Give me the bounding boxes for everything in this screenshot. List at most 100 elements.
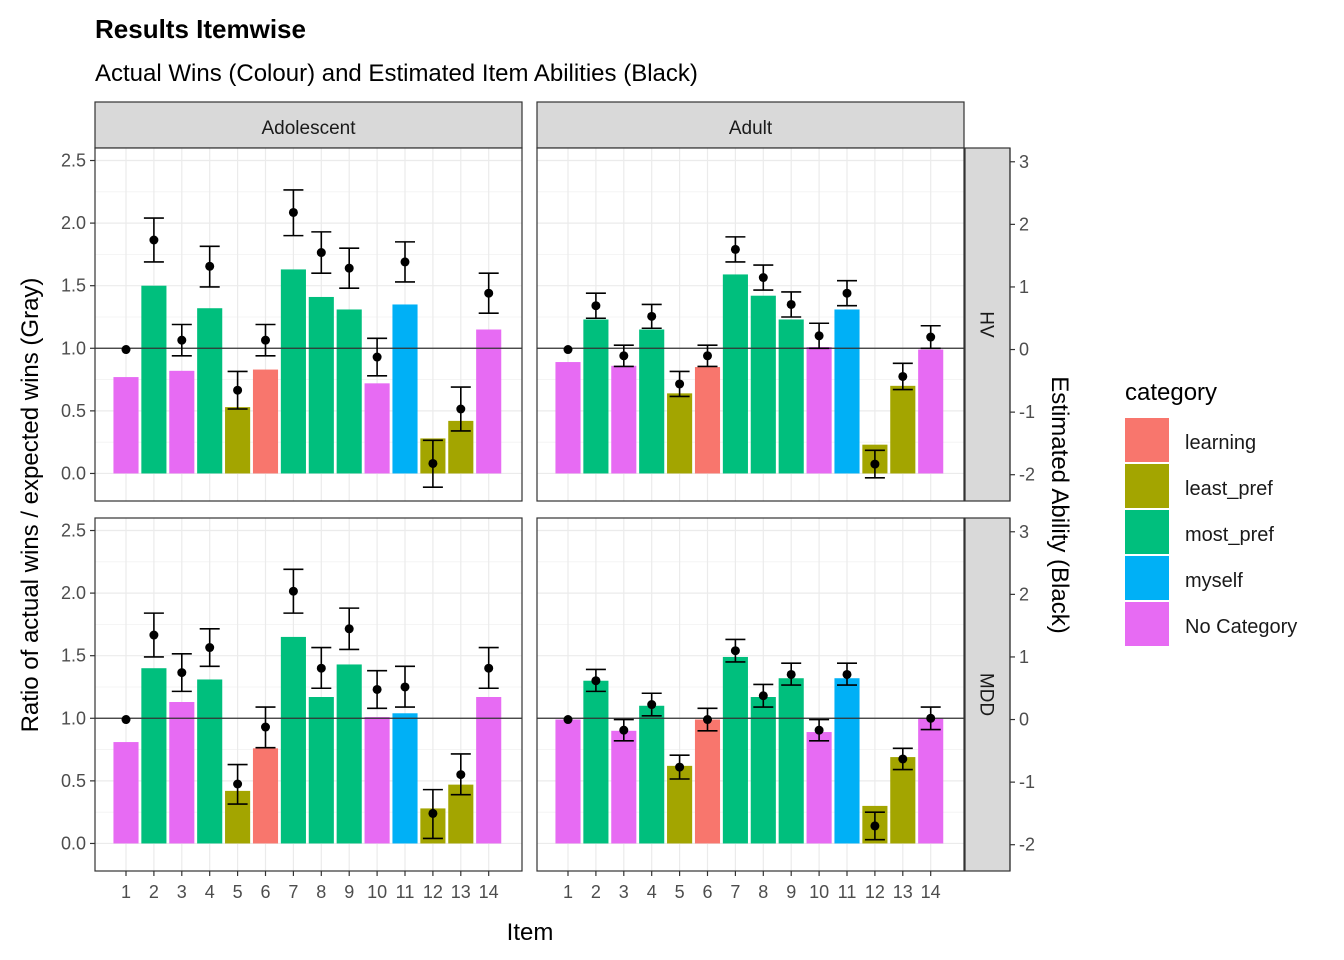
- y-tick-label: 0.5: [61, 771, 86, 791]
- ability-point-hv-adolescent-item-7: [288, 207, 298, 217]
- x-tick-label: 4: [205, 882, 215, 902]
- ability-point-mdd-adolescent-item-7: [288, 586, 298, 596]
- legend-label-no-category: No Category: [1185, 616, 1297, 638]
- ability-point-hv-adolescent-item-12: [428, 458, 438, 468]
- ability-point-mdd-adolescent-item-11: [400, 682, 410, 692]
- legend-label-learning: learning: [1185, 432, 1256, 454]
- ability-point-hv-adult-item-7: [730, 244, 740, 254]
- ability-point-hv-adolescent-item-13: [456, 404, 466, 414]
- x-tick-label: 14: [479, 882, 499, 902]
- ability-point-mdd-adult-item-8: [758, 691, 768, 701]
- ability-point-mdd-adult-item-14: [926, 713, 936, 723]
- bar-hv-adult-item-6: [694, 367, 721, 474]
- bar-mdd-adolescent-item-7: [280, 636, 306, 844]
- x-tick-label: 9: [344, 882, 354, 902]
- facet-label-adolescent: Adolescent: [261, 118, 356, 139]
- ability-point-mdd-adult-item-12: [870, 821, 880, 831]
- facet-label-adult: Adult: [729, 118, 773, 139]
- ability-point-mdd-adult-item-5: [675, 762, 685, 772]
- legend-swatch-no-category: [1125, 602, 1169, 646]
- x-tick-label: 1: [121, 882, 131, 902]
- panel-border-hv-adolescent: [94, 147, 523, 502]
- ability-point-mdd-adult-item-10: [814, 725, 824, 735]
- y-axis-label: Ratio of actual wins / expected wins (Gr…: [17, 278, 44, 733]
- bar-hv-adolescent-item-1: [113, 377, 139, 474]
- bar-mdd-adult-item-13: [890, 757, 916, 844]
- x-tick-label: 3: [619, 882, 629, 902]
- bar-hv-adult-item-8: [750, 295, 776, 474]
- facet-strip-mdd: [964, 517, 1011, 872]
- bar-hv-adult-item-14: [918, 349, 944, 474]
- y2-tick-label: 3: [1019, 522, 1029, 542]
- y2-tick-label: 2: [1019, 584, 1029, 604]
- bar-mdd-adult-item-11: [834, 678, 860, 844]
- bar-hv-adolescent-item-10: [364, 383, 390, 474]
- bar-mdd-adolescent-item-2: [141, 668, 167, 844]
- bar-hv-adolescent-item-6: [252, 369, 279, 474]
- bar-mdd-adult-item-8: [750, 697, 776, 844]
- bar-mdd-adult-item-9: [778, 678, 804, 844]
- ability-point-hv-adult-item-1: [563, 345, 573, 355]
- x-tick-label: 2: [591, 882, 601, 902]
- bar-hv-adult-item-11: [834, 309, 860, 474]
- y-tick-label: 1.0: [61, 338, 86, 358]
- x-tick-label: 9: [786, 882, 796, 902]
- ability-point-mdd-adult-item-11: [842, 669, 852, 679]
- bar-hv-adolescent-item-5: [225, 407, 251, 474]
- ability-point-mdd-adult-item-7: [730, 646, 740, 656]
- legend-label-most-pref: most_pref: [1185, 524, 1274, 546]
- bar-mdd-adult-item-14: [918, 718, 944, 844]
- bar-hv-adult-item-10: [806, 347, 832, 474]
- x-tick-label: 12: [865, 882, 885, 902]
- facet-strip-adolescent: [94, 101, 523, 149]
- ability-point-mdd-adolescent-item-8: [316, 663, 326, 673]
- y2-tick-label: -1: [1019, 402, 1035, 422]
- ability-point-hv-adult-item-12: [870, 459, 880, 469]
- bar-mdd-adolescent-item-4: [197, 679, 223, 844]
- ability-point-mdd-adult-item-13: [898, 754, 908, 764]
- bar-mdd-adult-item-1: [555, 719, 581, 844]
- ability-point-mdd-adolescent-item-1: [121, 715, 131, 725]
- x-tick-label: 8: [758, 882, 768, 902]
- bar-mdd-adolescent-item-14: [476, 697, 502, 844]
- ability-point-hv-adult-item-11: [842, 288, 852, 298]
- ability-point-hv-adolescent-item-14: [484, 288, 494, 298]
- x-tick-label: 5: [233, 882, 243, 902]
- legend-title: category: [1125, 379, 1217, 406]
- ability-point-mdd-adolescent-item-9: [344, 624, 354, 634]
- x-tick-label: 1: [563, 882, 573, 902]
- x-tick-label: 6: [702, 882, 712, 902]
- bar-mdd-adult-item-4: [639, 705, 665, 844]
- ability-point-mdd-adult-item-2: [591, 676, 601, 686]
- ability-point-mdd-adolescent-item-14: [484, 663, 494, 673]
- ability-point-hv-adult-item-3: [619, 351, 629, 361]
- bar-hv-adult-item-1: [555, 362, 581, 474]
- legend-label-myself: myself: [1185, 570, 1243, 592]
- bar-mdd-adult-item-2: [583, 680, 609, 844]
- x-tick-label: 14: [921, 882, 941, 902]
- bar-hv-adult-item-2: [583, 319, 609, 474]
- ability-point-mdd-adolescent-item-4: [205, 643, 215, 653]
- bar-mdd-adolescent-item-1: [113, 742, 139, 844]
- ability-point-mdd-adolescent-item-5: [233, 779, 243, 789]
- ability-point-mdd-adolescent-item-10: [372, 684, 382, 694]
- bar-mdd-adult-item-3: [611, 730, 637, 844]
- ability-point-mdd-adult-item-1: [563, 715, 573, 725]
- y2-tick-label: 3: [1019, 152, 1029, 172]
- x-tick-label: 4: [647, 882, 657, 902]
- bar-hv-adult-item-4: [639, 329, 665, 474]
- bar-hv-adolescent-item-14: [476, 329, 502, 474]
- x-tick-label: 7: [730, 882, 740, 902]
- bar-hv-adolescent-item-2: [141, 285, 167, 474]
- ability-point-hv-adult-item-14: [926, 332, 936, 342]
- ability-point-hv-adolescent-item-5: [233, 385, 243, 395]
- ability-point-hv-adolescent-item-4: [205, 261, 215, 271]
- y-tick-label: 1.5: [61, 276, 86, 296]
- x-tick-label: 7: [288, 882, 298, 902]
- x-tick-label: 11: [396, 882, 415, 902]
- ability-point-hv-adult-item-2: [591, 301, 601, 311]
- bar-mdd-adult-item-7: [722, 656, 748, 844]
- ability-point-mdd-adolescent-item-3: [177, 668, 187, 678]
- panel-border-mdd-adolescent: [94, 517, 523, 872]
